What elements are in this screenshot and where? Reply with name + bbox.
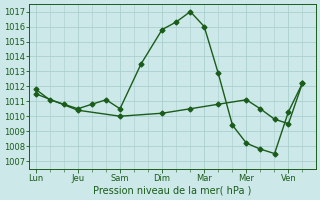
X-axis label: Pression niveau de la mer( hPa ): Pression niveau de la mer( hPa ) [93, 186, 252, 196]
